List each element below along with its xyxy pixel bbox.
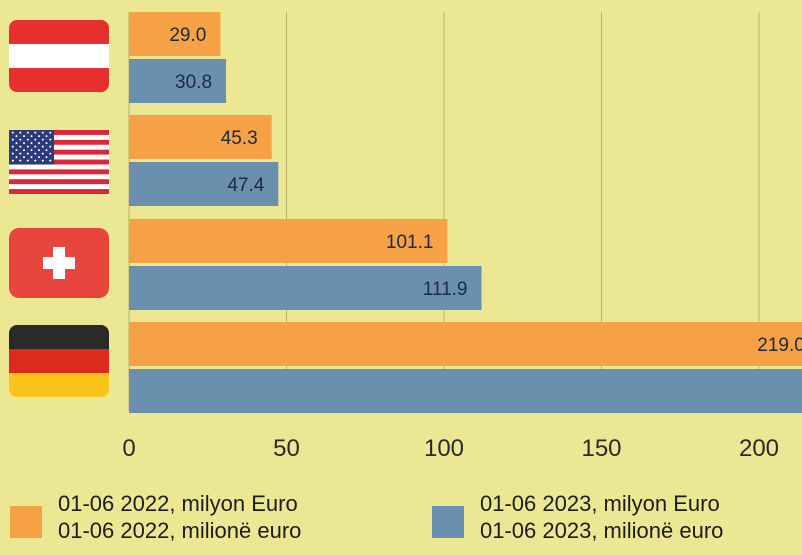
bar-2022 <box>129 322 802 366</box>
legend-swatch-2022 <box>10 506 42 538</box>
x-tick-label: 0 <box>122 435 135 462</box>
bar-value-label: 45.3 <box>221 128 258 149</box>
bar-value-label: 47.4 <box>227 175 264 196</box>
bar-2023 <box>129 162 279 206</box>
bar-value-label: 30.8 <box>175 72 212 93</box>
bar-2022 <box>129 12 221 56</box>
legend-label-line1: 01-06 2022, milyon Euro <box>58 491 298 516</box>
x-tick-label: 100 <box>424 435 464 462</box>
bar-2022 <box>129 219 448 263</box>
germany-flag-icon <box>9 325 109 397</box>
bar-value-label: 29.0 <box>169 25 206 46</box>
bar-value-label: 101.1 <box>386 232 434 253</box>
austria-flag-icon <box>9 20 109 92</box>
bar-value-label: 111.9 <box>423 279 468 300</box>
bar-value-label: 219.0 <box>757 335 802 356</box>
x-tick-label: 150 <box>581 435 621 462</box>
legend-label-line2: 01-06 2022, milionë euro <box>58 518 302 543</box>
x-tick-label: 50 <box>273 435 300 462</box>
x-tick-label: 200 <box>739 435 779 462</box>
switzerland-flag-icon <box>9 228 109 298</box>
usa-flag-icon <box>9 130 109 194</box>
bar-2023 <box>129 266 482 310</box>
bar-chart: 29.030.845.347.4101.1111.9219.0242.10501… <box>122 12 802 462</box>
bar-2023 <box>129 59 227 103</box>
legend-swatch-2023 <box>432 506 464 538</box>
bar-2022 <box>129 115 272 159</box>
legend-item-2023: 01-06 2023, milyon Euro 01-06 2023, mili… <box>432 490 723 544</box>
legend-label-line2: 01-06 2023, milionë euro <box>480 518 724 543</box>
legend-label-line1: 01-06 2023, milyon Euro <box>480 491 720 516</box>
legend-item-2022: 01-06 2022, milyon Euro 01-06 2022, mili… <box>10 490 301 544</box>
bar-2023 <box>129 369 802 413</box>
